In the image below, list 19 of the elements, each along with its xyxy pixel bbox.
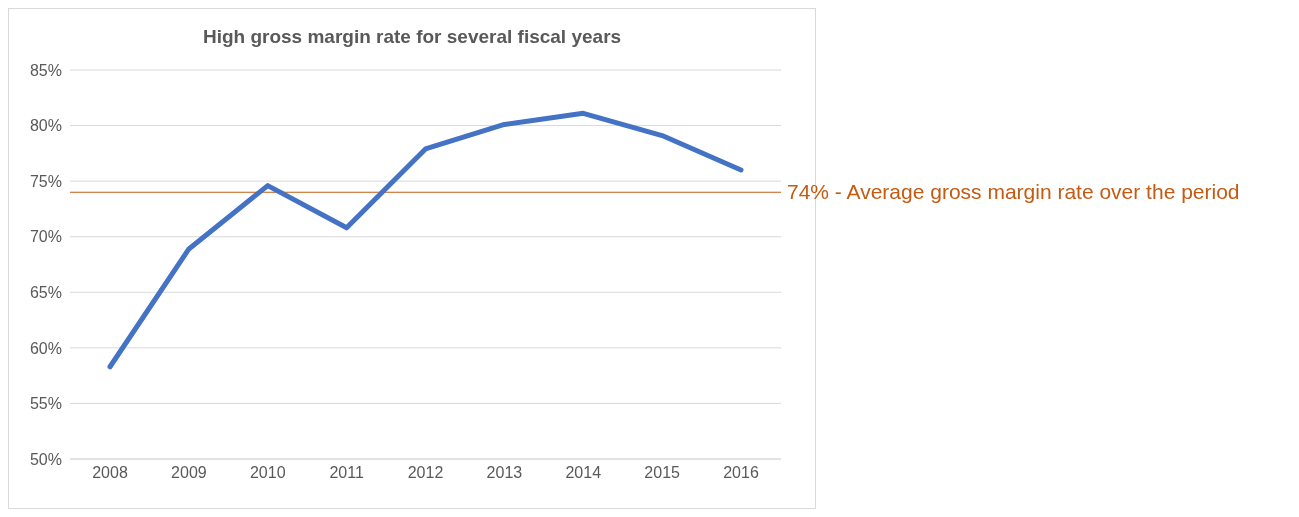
chart-title: High gross margin rate for several fiscal years	[201, 26, 623, 48]
x-tick-label: 2016	[723, 464, 759, 482]
ref-line-label: 74% - Average gross margin rate over the period	[787, 180, 1240, 204]
x-tick-label: 2014	[565, 464, 602, 482]
x-tick-label: 2012	[407, 464, 444, 482]
y-tick-label: 55%	[29, 395, 62, 413]
y-tick-label: 65%	[29, 283, 62, 301]
x-tick-label: 2010	[249, 464, 286, 482]
y-tick-label: 60%	[29, 339, 62, 357]
y-tick-label: 70%	[29, 228, 62, 246]
y-tick-label: 75%	[29, 172, 62, 190]
x-tick-label: 2011	[329, 464, 364, 482]
y-tick-label: 85%	[29, 61, 62, 79]
x-tick-label: 2009	[171, 464, 207, 482]
x-tick-label: 2013	[486, 464, 523, 482]
y-tick-label: 80%	[29, 117, 62, 135]
x-tick-label: 2015	[644, 464, 681, 482]
x-tick-label: 2008	[92, 464, 128, 482]
y-tick-label: 50%	[29, 450, 62, 468]
